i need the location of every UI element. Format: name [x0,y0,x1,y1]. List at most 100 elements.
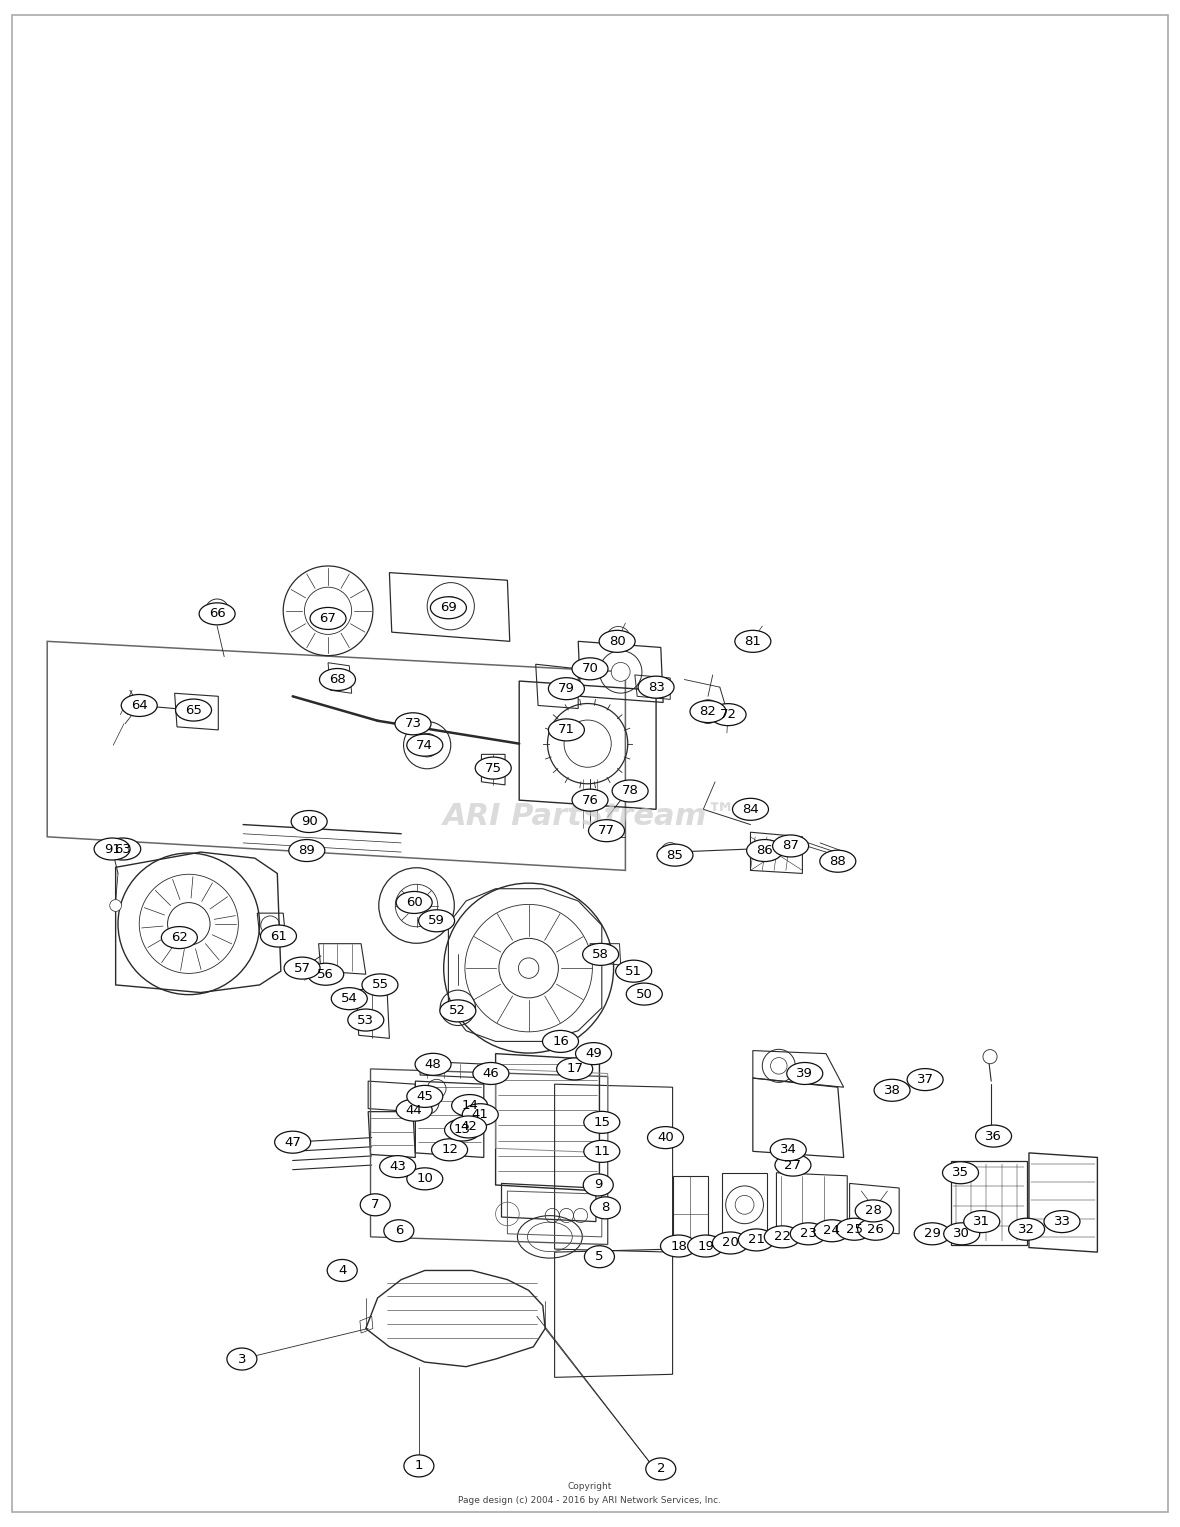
Ellipse shape [576,1043,611,1064]
Text: 53: 53 [358,1014,374,1026]
Ellipse shape [452,1095,487,1116]
Text: 48: 48 [425,1058,441,1070]
Ellipse shape [395,713,431,734]
Text: 45: 45 [417,1090,433,1102]
Ellipse shape [384,1220,414,1241]
Text: 73: 73 [405,718,421,730]
Ellipse shape [332,988,367,1009]
Text: 38: 38 [884,1084,900,1096]
Text: 72: 72 [720,709,736,721]
Ellipse shape [735,631,771,652]
Ellipse shape [431,597,466,618]
Text: 57: 57 [294,962,310,974]
Text: 36: 36 [985,1130,1002,1142]
Ellipse shape [407,734,442,756]
Ellipse shape [473,1063,509,1084]
Text: 69: 69 [440,602,457,614]
Ellipse shape [440,1000,476,1022]
Text: 65: 65 [185,704,202,716]
Text: 76: 76 [582,794,598,806]
Ellipse shape [690,701,726,722]
Ellipse shape [907,1069,943,1090]
Text: 35: 35 [952,1167,969,1179]
Text: 18: 18 [670,1240,687,1252]
Ellipse shape [914,1223,950,1245]
Ellipse shape [320,669,355,690]
Ellipse shape [599,631,635,652]
Text: 67: 67 [320,612,336,625]
Ellipse shape [638,676,674,698]
Text: 88: 88 [830,855,846,867]
Text: 32: 32 [1018,1223,1035,1235]
Ellipse shape [407,1086,442,1107]
Text: 80: 80 [609,635,625,647]
Text: 27: 27 [785,1159,801,1171]
Ellipse shape [645,1458,676,1480]
Text: 50: 50 [636,988,653,1000]
Circle shape [611,663,630,681]
Text: 24: 24 [824,1225,840,1237]
Text: 81: 81 [745,635,761,647]
Text: 78: 78 [622,785,638,797]
Ellipse shape [284,957,320,979]
Text: 10: 10 [417,1173,433,1185]
Text: 19: 19 [697,1240,714,1252]
Text: 70: 70 [582,663,598,675]
Text: 83: 83 [648,681,664,693]
Ellipse shape [432,1139,467,1161]
Text: 6: 6 [394,1225,404,1237]
Text: 39: 39 [796,1067,813,1080]
Ellipse shape [739,1229,774,1251]
Text: 43: 43 [389,1161,406,1173]
Ellipse shape [261,925,296,947]
Ellipse shape [589,820,624,841]
Text: 86: 86 [756,844,773,857]
Ellipse shape [572,789,608,811]
Ellipse shape [713,1232,748,1254]
Text: 52: 52 [450,1005,466,1017]
Text: 74: 74 [417,739,433,751]
Text: 13: 13 [454,1124,471,1136]
Ellipse shape [820,851,856,872]
Ellipse shape [583,944,618,965]
Text: 51: 51 [625,965,642,977]
Circle shape [415,733,439,757]
Text: 79: 79 [558,683,575,695]
Text: 34: 34 [780,1144,796,1156]
Text: 61: 61 [270,930,287,942]
Ellipse shape [176,699,211,721]
Text: 33: 33 [1054,1215,1070,1228]
Text: 20: 20 [722,1237,739,1249]
Ellipse shape [94,838,130,860]
Text: 14: 14 [461,1099,478,1112]
Ellipse shape [773,835,808,857]
Circle shape [983,1049,997,1064]
Ellipse shape [396,1099,432,1121]
Ellipse shape [476,757,511,779]
Text: 89: 89 [299,844,315,857]
Circle shape [110,899,122,912]
Text: 75: 75 [485,762,502,774]
Ellipse shape [943,1162,978,1183]
Ellipse shape [227,1348,257,1370]
Ellipse shape [775,1154,811,1176]
Ellipse shape [964,1211,999,1232]
Ellipse shape [572,658,608,680]
Ellipse shape [419,910,454,931]
Text: 87: 87 [782,840,799,852]
Ellipse shape [710,704,746,725]
Text: 37: 37 [917,1073,933,1086]
Text: 84: 84 [742,803,759,815]
Ellipse shape [791,1223,826,1245]
Ellipse shape [814,1220,850,1241]
Text: 1: 1 [414,1460,424,1472]
Text: 91: 91 [104,843,120,855]
Text: 71: 71 [558,724,575,736]
Ellipse shape [105,838,140,860]
Text: 47: 47 [284,1136,301,1148]
Ellipse shape [771,1139,806,1161]
Ellipse shape [627,983,662,1005]
Ellipse shape [122,695,157,716]
Text: 22: 22 [774,1231,791,1243]
Text: 40: 40 [657,1132,674,1144]
